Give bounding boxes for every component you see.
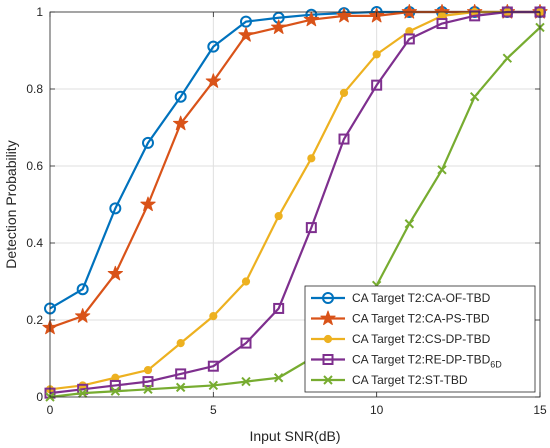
- x-marker: [143, 384, 153, 395]
- legend-label: CA Target T2:RE-DP-TBD6D: [352, 353, 502, 370]
- dot-marker: [209, 312, 218, 321]
- x-marker: [208, 380, 219, 391]
- x-tick-label: 5: [210, 403, 217, 417]
- y-tick-label: 0.2: [26, 313, 43, 327]
- circle-marker: [142, 136, 154, 149]
- square-marker: [469, 10, 481, 22]
- star-marker: [107, 265, 123, 281]
- x-marker: [241, 376, 251, 387]
- plot-frame: [49, 11, 541, 398]
- star-marker: [173, 115, 189, 131]
- square-marker: [305, 222, 317, 234]
- star-marker: [75, 308, 91, 323]
- square-marker: [175, 368, 187, 380]
- legend-item: CA Target T2:CS-DP-TBD: [311, 332, 491, 346]
- legend-label: CA Target T2:CA-PS-TBD: [352, 312, 490, 326]
- star-marker: [271, 19, 287, 34]
- y-axis-label: Detection Probability: [3, 140, 19, 268]
- square-marker: [403, 33, 415, 45]
- x-marker: [437, 165, 447, 175]
- square-marker: [240, 337, 252, 349]
- x-marker: [175, 382, 186, 393]
- series-group: [44, 6, 546, 399]
- x-marker: [404, 219, 415, 229]
- circle-marker: [207, 40, 220, 53]
- legend-item: CA Target T2:ST-TBD: [311, 373, 468, 387]
- legend-label: CA Target T2:CA-OF-TBD: [352, 291, 491, 305]
- star-marker: [205, 73, 221, 88]
- dot-marker: [241, 277, 251, 286]
- x-marker: [110, 386, 121, 396]
- x-marker: [469, 91, 480, 102]
- dot-marker: [307, 154, 316, 163]
- x-marker: [323, 375, 333, 385]
- y-tick-label: 0.8: [26, 82, 43, 96]
- star-marker: [140, 196, 156, 212]
- square-marker: [371, 79, 383, 91]
- square-marker: [273, 302, 285, 314]
- y-tick-label: 1: [36, 5, 43, 19]
- series-line: [49, 10, 540, 391]
- y-tick-label: 0.4: [26, 236, 43, 250]
- star-marker: [238, 27, 254, 42]
- axis-ticks: 0 5 10 15 0 0.2 0.4 0.6 0.8 1: [26, 5, 547, 417]
- x-tick-label: 0: [47, 403, 54, 417]
- square-marker: [338, 133, 350, 145]
- circle-marker: [240, 15, 252, 28]
- circle-marker: [109, 202, 122, 215]
- legend-item: CA Target T2:RE-DP-TBD6D: [311, 353, 502, 370]
- legend-label: CA Target T2:ST-TBD: [352, 373, 468, 387]
- dot-marker: [323, 334, 333, 344]
- circle-marker: [76, 283, 89, 296]
- square-marker: [436, 18, 448, 30]
- x-tick-label: 10: [370, 403, 384, 417]
- dot-marker: [143, 365, 153, 375]
- x-marker: [502, 53, 513, 63]
- circle-marker: [322, 292, 334, 304]
- x-marker: [273, 373, 284, 383]
- legend-item: CA Target T2:CA-PS-TBD: [311, 310, 490, 326]
- star-marker: [401, 4, 417, 19]
- series-line: [49, 10, 540, 395]
- square-marker: [142, 376, 154, 388]
- legend-item: CA Target T2:CA-OF-TBD: [311, 291, 491, 305]
- square-marker: [322, 354, 334, 365]
- dot-marker: [176, 339, 185, 348]
- star-marker: [320, 310, 336, 326]
- square-marker: [207, 360, 219, 372]
- legend: CA Target T2:CA-OF-TBD CA Target T2:CA-PS…: [304, 285, 536, 393]
- star-marker: [303, 11, 319, 27]
- dot-marker: [274, 211, 283, 221]
- x-marker: [77, 388, 88, 398]
- circle-marker: [174, 90, 187, 103]
- legend-label: CA Target T2:CS-DP-TBD: [352, 332, 491, 346]
- x-tick-label: 15: [533, 403, 547, 417]
- x-axis-label: Input SNR(dB): [249, 428, 340, 444]
- series-line: [49, 26, 541, 399]
- dot-marker: [372, 50, 381, 59]
- y-tick-label: 0.6: [26, 159, 43, 173]
- star-marker: [336, 7, 352, 23]
- y-tick-label: 0: [36, 390, 43, 404]
- dot-marker: [339, 88, 349, 97]
